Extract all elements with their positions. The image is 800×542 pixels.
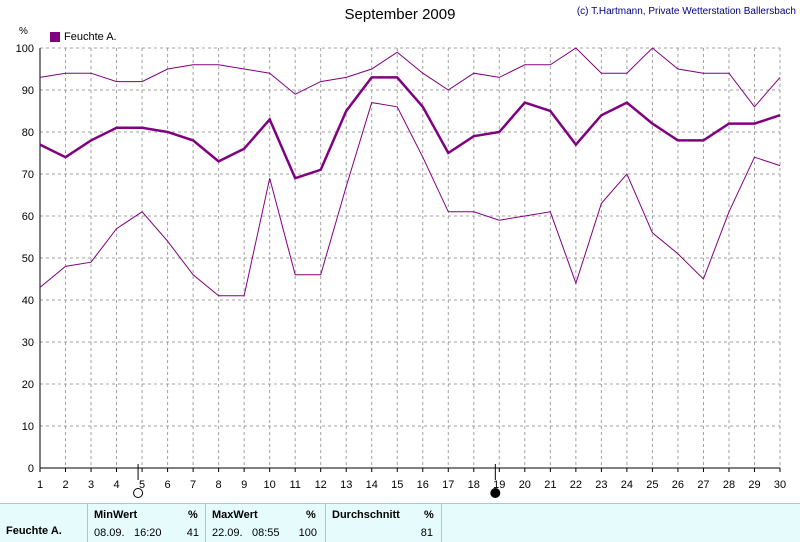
x-tick-label: 7 <box>190 479 196 491</box>
max-value: 100 <box>299 527 317 539</box>
series-line-max <box>40 48 780 107</box>
x-tick-label: 11 <box>289 479 300 491</box>
min-time: 16:20 <box>134 527 162 539</box>
x-tick-label: 10 <box>264 479 276 491</box>
min-header: MinWert <box>94 509 137 521</box>
x-tick-label: 6 <box>165 479 171 491</box>
y-tick-label: 50 <box>22 253 34 265</box>
avg-unit: % <box>424 509 434 521</box>
x-tick-label: 26 <box>672 479 684 491</box>
x-tick-label: 25 <box>646 479 658 491</box>
x-tick-label: 8 <box>216 479 222 491</box>
full-moon-icon <box>134 489 143 498</box>
max-header: MaxWert <box>212 509 258 521</box>
min-unit: % <box>188 509 198 521</box>
stats-avg-cell: Durchschnitt % 81 <box>326 504 442 542</box>
x-tick-label: 27 <box>697 479 709 491</box>
avg-value: 81 <box>421 527 433 539</box>
y-tick-label: 40 <box>22 295 34 307</box>
y-tick-label: 0 <box>28 463 34 475</box>
x-tick-label: 18 <box>468 479 480 491</box>
x-tick-label: 15 <box>391 479 403 491</box>
stats-series-cell: Feuchte A. <box>0 504 88 542</box>
x-tick-label: 13 <box>340 479 352 491</box>
x-tick-label: 22 <box>570 479 582 491</box>
x-tick-label: 30 <box>774 479 786 491</box>
y-tick-label: 80 <box>22 127 34 139</box>
series-line-average <box>40 77 780 178</box>
new-moon-icon <box>491 489 500 498</box>
y-tick-label: 100 <box>16 43 34 55</box>
stats-panel: Feuchte A. MinWert % 08.09. 16:20 41 Max… <box>0 503 800 542</box>
x-tick-label: 1 <box>37 479 43 491</box>
x-tick-label: 4 <box>113 479 119 491</box>
stats-series-label: Feuchte A. <box>6 525 62 537</box>
y-tick-label: 60 <box>22 211 34 223</box>
y-tick-label: 90 <box>22 85 34 97</box>
x-tick-label: 14 <box>366 479 378 491</box>
y-tick-label: 70 <box>22 169 34 181</box>
y-tick-label: 10 <box>22 421 34 433</box>
x-tick-label: 17 <box>442 479 454 491</box>
x-tick-label: 16 <box>417 479 429 491</box>
min-date: 08.09. <box>94 527 125 539</box>
x-tick-label: 21 <box>544 479 556 491</box>
x-tick-label: 24 <box>621 479 633 491</box>
x-tick-label: 9 <box>241 479 247 491</box>
y-tick-label: 20 <box>22 379 34 391</box>
max-unit: % <box>306 509 316 521</box>
x-tick-label: 20 <box>519 479 531 491</box>
max-time: 08:55 <box>252 527 280 539</box>
y-tick-label: 30 <box>22 337 34 349</box>
stats-min-cell: MinWert % 08.09. 16:20 41 <box>88 504 206 542</box>
x-tick-label: 3 <box>88 479 94 491</box>
x-tick-label: 23 <box>595 479 607 491</box>
x-tick-label: 29 <box>748 479 760 491</box>
max-date: 22.09. <box>212 527 243 539</box>
stats-max-cell: MaxWert % 22.09. 08:55 100 <box>206 504 326 542</box>
x-tick-label: 2 <box>62 479 68 491</box>
min-value: 41 <box>187 527 199 539</box>
avg-header: Durchschnitt <box>332 509 400 521</box>
x-tick-label: 28 <box>723 479 735 491</box>
x-tick-label: 12 <box>315 479 327 491</box>
